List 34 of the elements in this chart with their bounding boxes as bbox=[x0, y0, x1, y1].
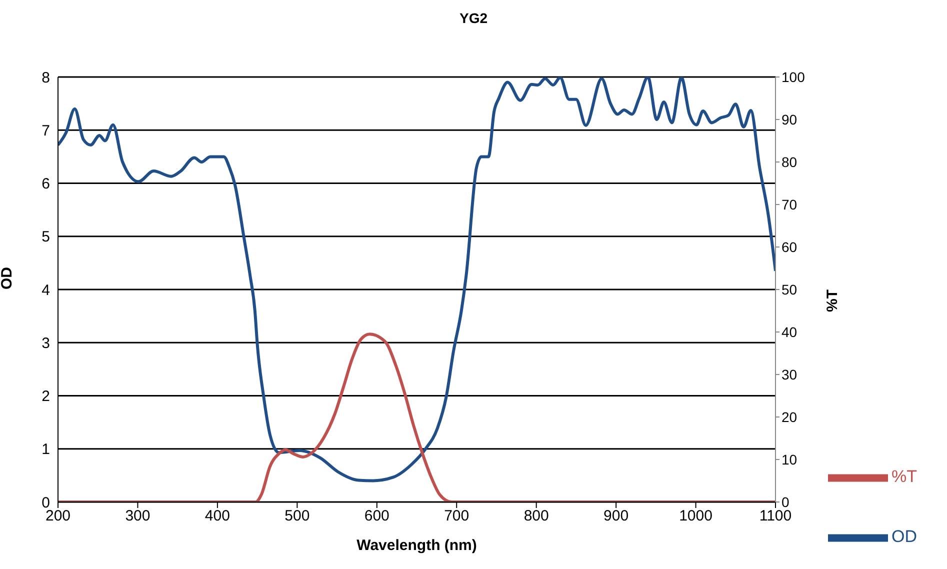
y-tick-label: 6 bbox=[42, 176, 50, 193]
y2-tick-label: 30 bbox=[782, 366, 798, 382]
x-tick-label: 1000 bbox=[679, 508, 712, 525]
y2-tick-label: 80 bbox=[782, 154, 798, 170]
y2-tick-label: 50 bbox=[782, 281, 798, 298]
y2-tick-label: 60 bbox=[782, 238, 798, 255]
y-axis-title: OD bbox=[0, 266, 16, 290]
y2-tick-label: 10 bbox=[782, 451, 798, 468]
x-tick-label: 1100 bbox=[759, 508, 792, 525]
y2-tick-label: 20 bbox=[782, 408, 798, 425]
y-tick-label: 2 bbox=[42, 388, 50, 406]
y2-tick-label: 90 bbox=[782, 111, 798, 128]
legend-label: OD bbox=[892, 527, 917, 546]
y2-tick-label: 70 bbox=[782, 196, 798, 212]
x-tick-label: 900 bbox=[604, 508, 629, 525]
x-tick-label: 500 bbox=[284, 508, 310, 525]
y2-tick-label: 100 bbox=[782, 68, 806, 85]
x-tick-label: 700 bbox=[444, 508, 470, 525]
y2-tick-label: 40 bbox=[782, 324, 798, 340]
y-tick-label: 1 bbox=[42, 441, 50, 458]
x-tick-label: 400 bbox=[204, 508, 230, 525]
y-tick-label: 3 bbox=[42, 334, 50, 352]
y-tick-label: 7 bbox=[42, 122, 50, 140]
x-tick-label: 800 bbox=[524, 508, 549, 525]
y2-axis-title: %T bbox=[824, 290, 841, 312]
legend-label: %T bbox=[892, 467, 917, 486]
chart-title: YG2 bbox=[458, 10, 488, 26]
y2-tick-label: 0 bbox=[782, 494, 790, 510]
x-axis-title: Wavelength (nm) bbox=[356, 537, 477, 554]
y-tick-label: 4 bbox=[42, 282, 50, 299]
y-tick-label: 5 bbox=[42, 228, 50, 246]
x-tick-label: 600 bbox=[364, 508, 390, 525]
y-tick-label: 8 bbox=[42, 69, 50, 86]
x-tick-label: 300 bbox=[125, 508, 150, 525]
